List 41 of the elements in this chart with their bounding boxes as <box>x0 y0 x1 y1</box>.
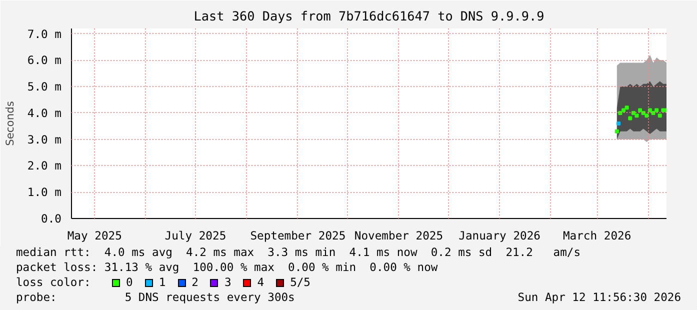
point <box>634 114 639 118</box>
point <box>614 129 619 134</box>
point <box>624 106 629 110</box>
y-tick-label: 5.0 m <box>27 80 62 94</box>
y-tick-label: 3.0 m <box>27 132 62 146</box>
text: Sun Apr 12 11:56:30 2026 <box>518 290 681 305</box>
point <box>622 108 626 112</box>
text: packet loss: 31.13 % avg 100.00 % max 0.00 % min 0.00 % now <box>16 260 439 275</box>
y-tick-label: 6.0 m <box>27 53 62 68</box>
point <box>638 108 642 112</box>
x-tick-label: March 2026 <box>562 228 632 242</box>
x-tick-label: November 2025 <box>354 228 444 242</box>
x-tick-label: January 2026 <box>458 228 541 242</box>
legend-label: 2 <box>190 275 198 290</box>
point <box>658 114 662 118</box>
legend-label: 0 <box>125 275 133 290</box>
legend-label: 4 <box>256 275 264 290</box>
point <box>648 108 652 112</box>
point <box>631 110 636 115</box>
x-tick-label: May 2025 <box>67 228 122 242</box>
text: probe: 5 DNS requests every 300s <box>16 290 295 305</box>
point <box>628 116 632 120</box>
y-tick-label: 4.0 m <box>27 106 62 120</box>
legend-title: loss color: <box>16 275 92 290</box>
point <box>616 122 621 126</box>
legend-label: 5/5 <box>289 275 310 290</box>
x-tick-label: July 2025 <box>164 228 226 242</box>
legend-label: 1 <box>158 275 166 290</box>
point <box>654 108 659 112</box>
y-tick-label: 2.0 m <box>27 158 62 173</box>
point <box>644 114 649 118</box>
legend-label: 3 <box>223 275 232 290</box>
text: median rtt: 4.0 ms avg 4.2 ms max 3.3 ms min 4.1 ms now 0.2 ms sd 21.2 am/s <box>16 245 582 260</box>
chart-title: Last 360 Days from 7b716dc61647 to DNS 9.9.9.9 <box>194 8 544 24</box>
y-tick-label: 7.0 m <box>27 26 62 41</box>
point <box>618 110 622 115</box>
y-tick-label: 0.0 <box>41 212 62 226</box>
point <box>651 110 656 115</box>
y-axis-title: Seconds <box>3 100 16 146</box>
x-tick-label: September 2025 <box>250 228 346 242</box>
y-tick-label: 1.0 m <box>27 185 62 200</box>
